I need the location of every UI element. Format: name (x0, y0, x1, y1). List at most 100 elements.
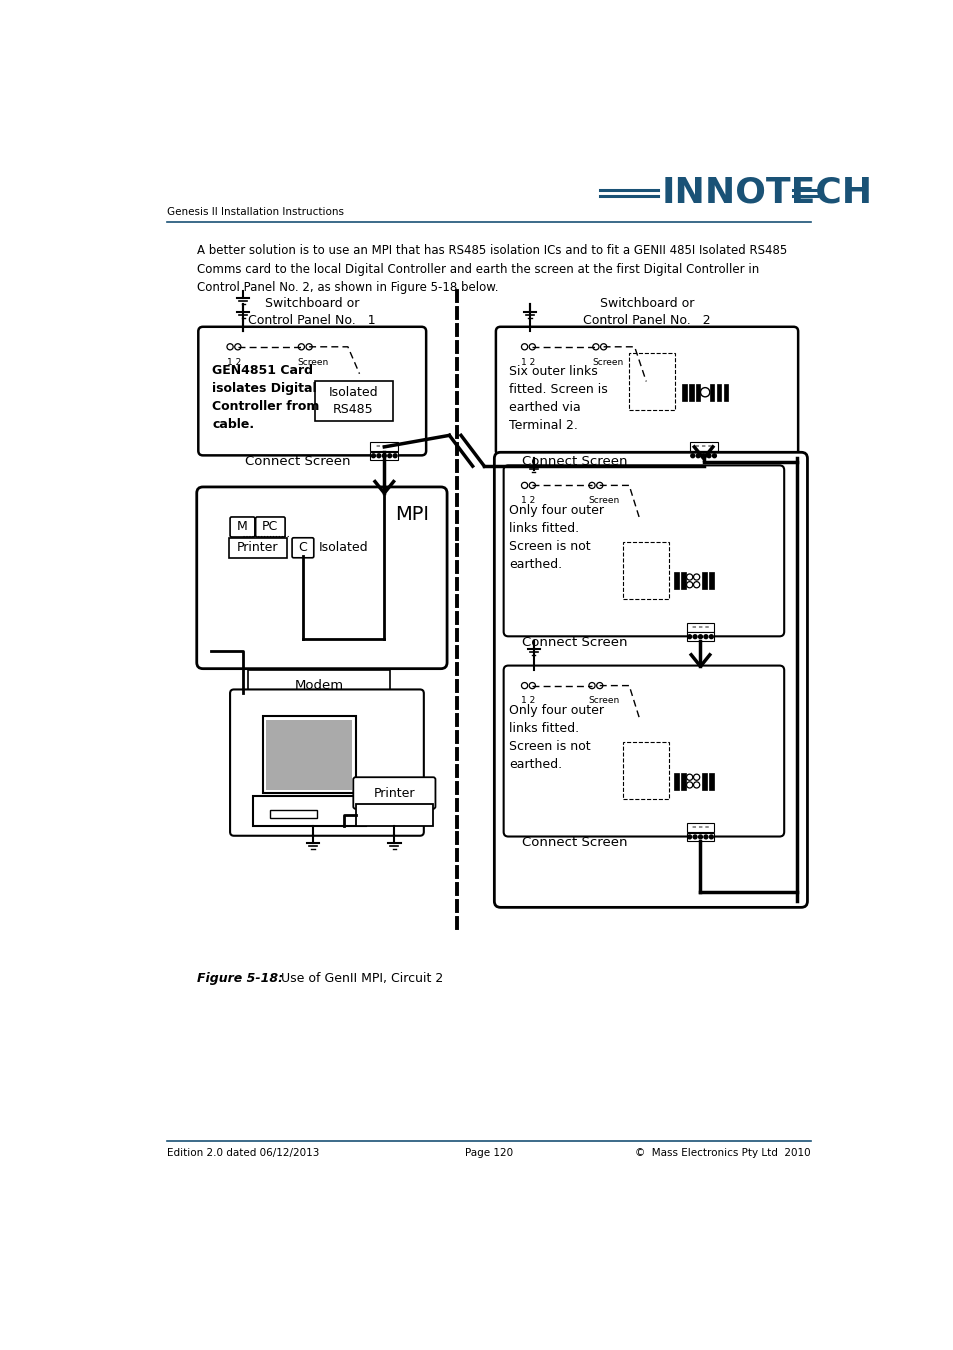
Circle shape (687, 634, 691, 639)
Circle shape (521, 683, 527, 688)
Circle shape (693, 836, 697, 838)
Bar (708, 772, 713, 790)
Text: = = =: = = = (694, 444, 712, 450)
Bar (355, 805, 433, 826)
Circle shape (371, 454, 375, 458)
Circle shape (376, 454, 380, 458)
Circle shape (693, 634, 697, 639)
Circle shape (698, 634, 701, 639)
Circle shape (303, 702, 310, 709)
Circle shape (382, 454, 386, 458)
Text: Screen: Screen (592, 358, 622, 367)
Circle shape (686, 582, 692, 587)
Text: 1 2: 1 2 (521, 497, 536, 505)
Circle shape (227, 344, 233, 350)
Text: ©  Mass Electronics Pty Ltd  2010: © Mass Electronics Pty Ltd 2010 (635, 1148, 810, 1157)
Bar (370, 451, 397, 460)
Bar (686, 833, 714, 841)
Circle shape (698, 836, 701, 838)
Text: Use of GenII MPI, Circuit 2: Use of GenII MPI, Circuit 2 (269, 972, 442, 986)
FancyBboxPatch shape (196, 487, 447, 668)
Text: 1 2: 1 2 (521, 358, 536, 367)
Text: = = =: = = = (375, 444, 393, 450)
Circle shape (690, 454, 694, 458)
Text: Connect Screen: Connect Screen (521, 636, 627, 648)
Circle shape (687, 836, 691, 838)
Circle shape (588, 683, 595, 688)
Circle shape (529, 683, 535, 688)
Bar (708, 572, 713, 590)
Circle shape (712, 454, 716, 458)
Text: Edition 2.0 dated 06/12/2013: Edition 2.0 dated 06/12/2013 (167, 1148, 319, 1157)
Text: Isolated: Isolated (318, 541, 368, 555)
Text: MPI: MPI (395, 505, 429, 524)
FancyBboxPatch shape (255, 517, 285, 537)
Circle shape (693, 782, 699, 788)
Circle shape (599, 344, 606, 350)
Bar (689, 443, 717, 451)
Text: = = =: = = = (691, 625, 708, 630)
Bar (689, 451, 717, 460)
Circle shape (588, 482, 595, 489)
Text: Switchboard or
Control Panel No.   2: Switchboard or Control Panel No. 2 (582, 297, 710, 327)
FancyBboxPatch shape (314, 381, 393, 421)
FancyBboxPatch shape (494, 452, 806, 907)
Text: Printer: Printer (374, 787, 415, 801)
Circle shape (596, 683, 602, 688)
Circle shape (703, 836, 707, 838)
Circle shape (700, 454, 705, 458)
Bar (709, 383, 714, 401)
Text: Screen: Screen (587, 497, 618, 505)
FancyBboxPatch shape (629, 352, 674, 410)
Text: Only four outer
links fitted.
Screen is not
earthed.: Only four outer links fitted. Screen is … (509, 705, 603, 771)
Circle shape (596, 482, 602, 489)
Bar (688, 383, 693, 401)
Bar (266, 721, 352, 790)
Circle shape (259, 702, 267, 709)
Text: PC: PC (262, 521, 278, 533)
Text: GEN4851 Card
isolates Digital
Controller from
cable.: GEN4851 Card isolates Digital Controller… (212, 363, 319, 431)
Circle shape (700, 387, 709, 397)
Circle shape (693, 774, 699, 780)
FancyBboxPatch shape (496, 327, 798, 455)
Text: Only four outer
links fitted.
Screen is not
earthed.: Only four outer links fitted. Screen is … (509, 504, 603, 571)
Text: Isolated
RS485: Isolated RS485 (328, 386, 377, 416)
Text: Page 120: Page 120 (464, 1148, 513, 1157)
FancyBboxPatch shape (292, 537, 314, 558)
Bar (370, 443, 397, 451)
Circle shape (521, 344, 527, 350)
Bar (686, 624, 714, 632)
Circle shape (529, 344, 535, 350)
Text: 1 2: 1 2 (521, 697, 536, 706)
Bar (674, 572, 679, 590)
Circle shape (271, 702, 277, 709)
Circle shape (709, 836, 713, 838)
Circle shape (703, 634, 707, 639)
Text: Printer: Printer (237, 541, 278, 555)
Circle shape (686, 782, 692, 788)
FancyBboxPatch shape (622, 541, 668, 598)
Bar (695, 383, 700, 401)
Bar (716, 383, 720, 401)
Text: Six outer links
fitted. Screen is
earthed via
Terminal 2.: Six outer links fitted. Screen is earthe… (509, 366, 607, 432)
Bar (680, 772, 685, 790)
Circle shape (709, 634, 713, 639)
Text: A better solution is to use an MPI that has RS485 isolation ICs and to fit a GEN: A better solution is to use an MPI that … (196, 244, 786, 294)
Text: C: C (298, 541, 307, 555)
Circle shape (293, 702, 299, 709)
FancyBboxPatch shape (198, 327, 426, 455)
Text: Figure 5-18:: Figure 5-18: (196, 972, 283, 986)
FancyBboxPatch shape (503, 466, 783, 636)
Bar (701, 772, 706, 790)
Circle shape (306, 344, 312, 350)
FancyBboxPatch shape (248, 670, 390, 717)
Text: Genesis II Installation Instructions: Genesis II Installation Instructions (167, 208, 344, 217)
FancyBboxPatch shape (230, 517, 254, 537)
Text: Modem: Modem (294, 679, 343, 693)
Circle shape (393, 454, 396, 458)
Circle shape (686, 774, 692, 780)
FancyBboxPatch shape (229, 537, 287, 558)
FancyBboxPatch shape (353, 778, 435, 809)
Circle shape (686, 574, 692, 580)
Circle shape (298, 344, 304, 350)
